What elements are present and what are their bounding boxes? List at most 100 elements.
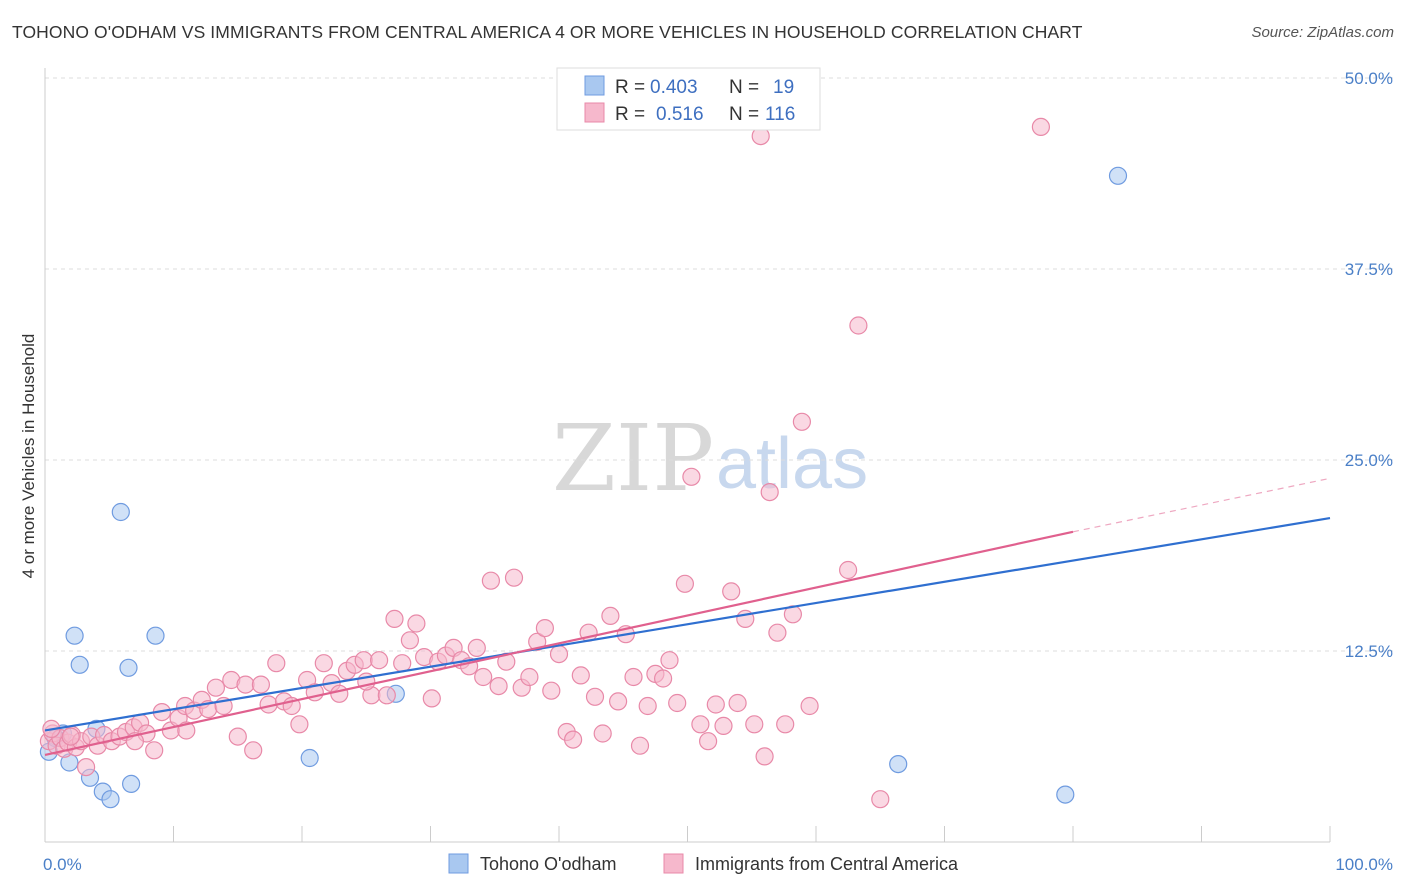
- bottom-legend-label-central-america: Immigrants from Central America: [695, 854, 959, 874]
- point-central-america: [563, 730, 583, 749]
- point-central-america: [504, 568, 524, 587]
- point-central-america: [481, 571, 500, 590]
- point-central-america: [755, 747, 774, 766]
- point-central-america: [61, 727, 80, 746]
- point-central-america: [638, 696, 657, 716]
- point-central-america: [542, 681, 561, 700]
- point-central-america: [768, 623, 787, 642]
- point-tohono: [65, 626, 84, 645]
- point-central-america: [354, 651, 373, 670]
- point-central-america: [1031, 117, 1051, 137]
- legend: R = 0.403 N = 19 R = 0.516 N = 116: [556, 67, 821, 131]
- point-central-america: [407, 614, 426, 633]
- point-central-america: [698, 732, 718, 751]
- point-central-america: [228, 727, 247, 746]
- point-central-america: [760, 483, 779, 502]
- point-central-america: [714, 716, 733, 736]
- point-central-america: [691, 715, 710, 734]
- bottom-legend-swatch-tohono: [448, 853, 469, 874]
- y-tick-label: 37.5%: [1345, 260, 1393, 279]
- point-tohono: [300, 748, 319, 768]
- trend-line-tohono: [44, 516, 1331, 732]
- point-central-america: [776, 715, 795, 734]
- watermark-zip: ZIP: [552, 405, 714, 512]
- point-central-america: [668, 693, 687, 713]
- trend-line-central-america: [44, 530, 1074, 756]
- trend-lines: [44, 477, 1331, 756]
- point-central-america: [675, 574, 695, 593]
- point-central-america: [393, 654, 412, 673]
- legend-n-value-tohono: 19: [773, 77, 794, 98]
- point-central-america: [244, 741, 263, 760]
- point-tohono: [1056, 785, 1075, 804]
- point-central-america: [706, 695, 725, 714]
- point-central-america: [800, 696, 819, 716]
- point-central-america: [630, 736, 650, 755]
- point-tohono: [1108, 166, 1128, 185]
- point-central-america: [422, 689, 441, 708]
- legend-r-value-tohono: 0.403: [650, 77, 698, 98]
- point-central-america: [370, 651, 389, 670]
- axes: 0.0% 100.0%: [43, 68, 1393, 874]
- legend-swatch-central-america: [584, 102, 605, 123]
- point-central-america: [290, 715, 309, 734]
- watermark-atlas: atlas: [716, 424, 868, 504]
- y-tick-label: 25.0%: [1345, 451, 1393, 470]
- point-central-america: [593, 724, 612, 743]
- point-central-america: [571, 666, 590, 685]
- point-tohono: [889, 754, 908, 774]
- point-central-america: [849, 316, 868, 335]
- point-central-america: [728, 693, 747, 713]
- source-credit: Source: ZipAtlas.com: [1251, 24, 1394, 41]
- watermark: ZIP atlas: [552, 405, 868, 512]
- point-tohono: [70, 655, 89, 674]
- point-central-america: [601, 606, 620, 626]
- legend-r-label-tohono: R =: [615, 77, 645, 98]
- point-central-america: [145, 741, 164, 760]
- point-central-america: [660, 651, 679, 670]
- point-central-america: [722, 582, 741, 601]
- point-central-america: [608, 692, 628, 711]
- y-axis-label: 4 or more Vehicles in Household: [19, 334, 38, 579]
- point-central-america: [624, 667, 643, 687]
- x-tick-label-max: 100.0%: [1335, 855, 1393, 874]
- point-tohono: [119, 658, 138, 677]
- point-tohono: [111, 502, 130, 522]
- point-central-america: [653, 669, 673, 688]
- legend-n-label-tohono: N =: [729, 77, 759, 98]
- point-central-america: [330, 684, 349, 703]
- point-central-america: [585, 687, 605, 706]
- point-central-america: [745, 715, 764, 734]
- point-central-america: [76, 757, 96, 777]
- point-central-america: [467, 638, 486, 658]
- y-tick-label: 50.0%: [1345, 69, 1393, 88]
- point-central-america: [377, 686, 396, 705]
- grid: 12.5% 25.0% 37.5% 50.0%: [45, 69, 1393, 661]
- point-central-america: [489, 676, 508, 696]
- x-tick-label-min: 0.0%: [43, 855, 82, 874]
- bottom-legend: Tohono O'odham Immigrants from Central A…: [448, 853, 959, 874]
- point-central-america: [236, 675, 255, 694]
- point-central-america: [267, 654, 286, 673]
- point-central-america: [314, 654, 333, 673]
- point-central-america: [251, 675, 270, 694]
- point-central-america: [520, 667, 539, 687]
- bottom-legend-swatch-central-america: [663, 853, 684, 874]
- point-central-america: [535, 618, 555, 638]
- point-central-america: [871, 790, 890, 809]
- chart-title: TOHONO O'ODHAM VS IMMIGRANTS FROM CENTRA…: [12, 22, 1083, 42]
- point-central-america: [792, 412, 812, 431]
- point-central-america: [682, 467, 701, 486]
- legend-n-value-central-america: 116: [765, 104, 795, 125]
- point-central-america: [400, 631, 419, 650]
- point-tohono: [122, 774, 141, 794]
- point-central-america: [206, 678, 225, 697]
- legend-n-label-central-america: N =: [729, 104, 759, 125]
- point-central-america: [385, 609, 404, 629]
- legend-r-label-central-america: R =: [615, 104, 645, 125]
- point-tohono: [101, 790, 120, 809]
- point-central-america: [474, 667, 493, 687]
- point-central-america: [838, 560, 858, 580]
- legend-r-value-central-america: 0.516: [656, 104, 704, 125]
